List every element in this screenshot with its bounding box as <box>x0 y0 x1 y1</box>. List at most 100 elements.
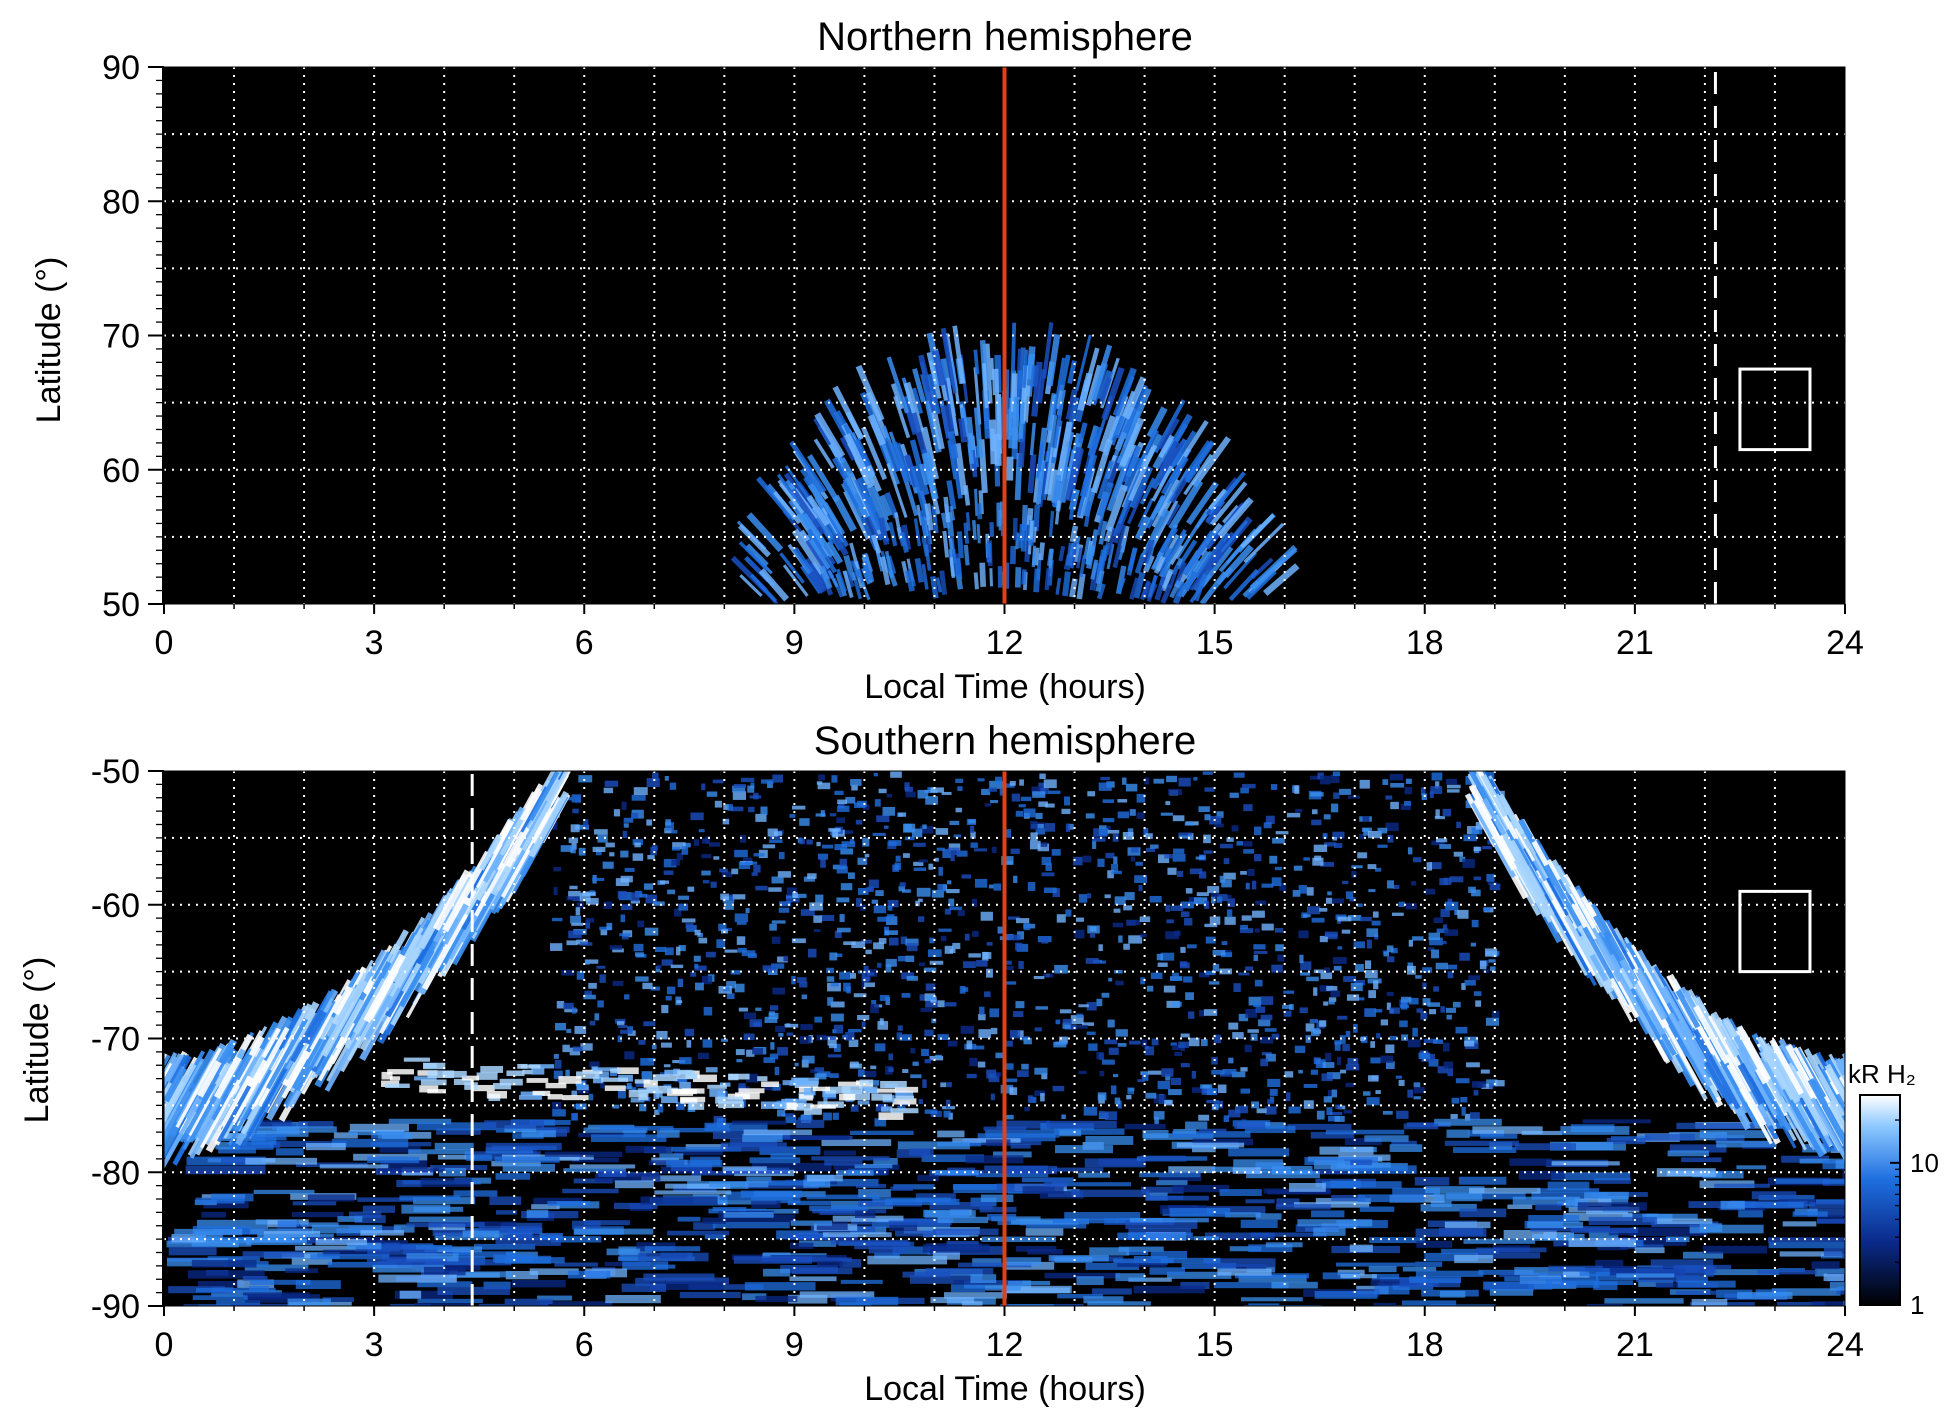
south-emission-speckle <box>989 1008 999 1018</box>
south-emission-band <box>895 1230 963 1237</box>
south-emission-speckle <box>870 1004 879 1014</box>
south-emission-speckle <box>1128 935 1143 944</box>
south-emission-speckle <box>617 1035 623 1043</box>
south-emission-speckle <box>783 955 789 962</box>
south-emission-streak <box>196 1060 222 1098</box>
south-emission-streak <box>528 771 560 822</box>
south-emission-speckle <box>593 829 608 835</box>
south-emission-speckle <box>826 976 835 982</box>
south-emission-speckle <box>1468 975 1481 980</box>
south-emission-speckle <box>633 943 644 952</box>
south-emission-speckle <box>632 853 644 861</box>
south-emission-band <box>635 1277 666 1287</box>
south-emission-speckle <box>572 1046 583 1052</box>
south-emission-speckle <box>1240 871 1247 875</box>
south-emission-speckle <box>779 901 791 907</box>
south-emission-speckle <box>802 1055 815 1064</box>
south-emission-speckle <box>576 971 585 980</box>
south-emission-speckle <box>1085 958 1099 964</box>
south-emission-band <box>1824 1247 1845 1257</box>
north-emission-streak <box>911 387 924 414</box>
north-emission-streak <box>1016 370 1023 400</box>
south-emission-band <box>1775 1178 1845 1184</box>
south-emission-band <box>1518 1305 1595 1306</box>
south-emission-band <box>1314 1291 1378 1299</box>
north-y-axis-label: Latitude (°) <box>30 257 68 424</box>
south-emission-speckle <box>936 847 945 851</box>
south-emission-speckle <box>592 877 605 881</box>
south-emission-speckle <box>634 842 641 848</box>
south-emission-speckle <box>1217 894 1228 902</box>
south-emission-speckle <box>1255 900 1267 905</box>
south-emission-speckle <box>731 868 739 875</box>
south-emission-band <box>1193 1236 1220 1241</box>
south-emission-speckle <box>1222 1068 1237 1075</box>
north-x-tick-label: 6 <box>575 624 594 662</box>
south-emission-speckle <box>1386 945 1394 953</box>
south-emission-speckle <box>898 812 907 817</box>
south-emission-spot <box>634 1079 651 1084</box>
south-emission-speckle <box>1180 1033 1190 1038</box>
south-emission-band <box>743 1129 813 1136</box>
south-emission-speckle <box>1059 1009 1072 1014</box>
south-emission-speckle <box>928 863 934 870</box>
south-emission-speckle <box>1371 920 1381 926</box>
north-emission-streak <box>819 565 833 590</box>
south-emission-speckle <box>970 842 978 848</box>
south-emission-speckle <box>1383 951 1389 957</box>
south-emission-speckle <box>800 909 815 916</box>
south-emission-speckle <box>763 1057 776 1063</box>
south-emission-band <box>1359 1206 1395 1212</box>
south-emission-speckle <box>828 1043 837 1049</box>
south-emission-speckle <box>999 788 1005 796</box>
south-emission-band <box>1311 1210 1345 1218</box>
south-emission-speckle <box>1271 877 1282 887</box>
south-emission-speckle <box>1211 896 1216 904</box>
north-emission-streak <box>1079 554 1087 578</box>
south-marker-box <box>1738 889 1812 974</box>
north-emission-streak <box>925 450 935 471</box>
south-emission-band <box>1025 1228 1064 1236</box>
north-emission-streak <box>1054 500 1061 525</box>
south-emission-speckle <box>1260 1036 1274 1044</box>
north-emission-streak <box>1168 564 1180 589</box>
south-emission-band <box>1052 1218 1118 1224</box>
north-emission-streak <box>1210 481 1248 526</box>
south-emission-speckle <box>1310 1028 1320 1037</box>
south-emission-speckle <box>1454 909 1459 916</box>
south-emission-speckle <box>1107 1019 1115 1028</box>
north-emission-streak <box>779 552 805 584</box>
north-emission-streak <box>1193 573 1208 602</box>
south-emission-speckle <box>646 778 660 787</box>
south-emission-streak <box>1807 1078 1845 1149</box>
south-emission-speckle <box>842 1034 849 1040</box>
south-emission-speckle <box>816 841 821 847</box>
north-emission-streak <box>1175 508 1210 560</box>
south-emission-speckle <box>1393 884 1400 890</box>
south-emission-speckle <box>1164 1100 1173 1106</box>
south-emission-speckle <box>734 849 748 858</box>
south-emission-speckle <box>1465 800 1473 809</box>
south-emission-spot <box>486 1090 508 1099</box>
south-emission-band <box>816 1221 848 1231</box>
north-emission-streak <box>891 441 911 483</box>
south-emission-band <box>1636 1275 1700 1283</box>
north-emission-streak <box>879 556 891 586</box>
south-emission-speckle <box>1462 858 1475 868</box>
south-emission-speckle <box>1403 800 1412 806</box>
south-emission-band <box>1669 1131 1727 1141</box>
south-emission-band <box>1562 1271 1590 1278</box>
south-emission-speckle <box>864 982 875 988</box>
south-emission-speckle <box>768 1012 779 1020</box>
south-emission-speckle <box>1193 777 1198 781</box>
south-emission-speckle <box>570 915 582 924</box>
south-emission-speckle <box>605 842 615 848</box>
south-emission-speckle <box>968 953 981 958</box>
south-emission-speckle <box>1241 915 1252 921</box>
south-emission-speckle <box>1210 892 1219 897</box>
south-emission-spot <box>692 1074 717 1083</box>
south-emission-speckle <box>1446 1007 1457 1013</box>
south-emission-speckle <box>839 858 847 867</box>
south-emission-band <box>1720 1200 1745 1210</box>
south-emission-speckle <box>920 826 934 834</box>
